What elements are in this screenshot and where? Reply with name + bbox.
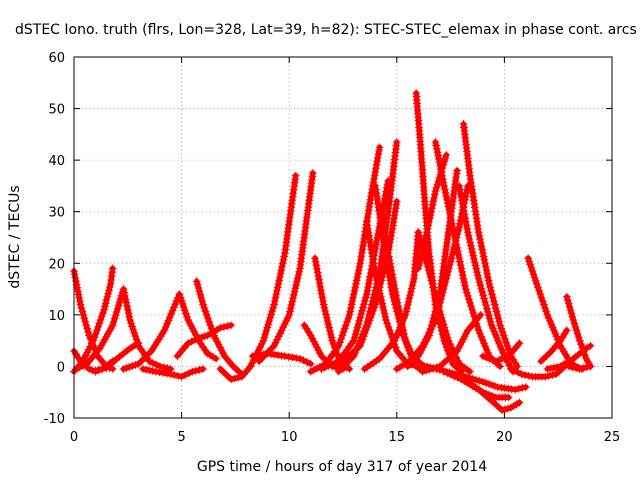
series-markers (446, 370, 513, 402)
y-tick-label: 10 (48, 309, 65, 324)
series-arc-42 (562, 292, 595, 371)
series-markers (360, 228, 423, 373)
y-tick-label: 40 (48, 154, 65, 169)
series-markers (119, 290, 184, 373)
y-axis-label: dSTEC / TECUs (7, 185, 23, 288)
series-markers (91, 339, 143, 375)
series-markers (192, 277, 246, 379)
x-tick-label: 0 (70, 430, 78, 445)
y-tick-label: 60 (48, 51, 65, 66)
x-tick-label: 5 (177, 430, 185, 445)
axis-ticks: 0 5 10 15 20 25 -10 0 10 20 30 40 50 60 (44, 51, 621, 445)
series-markers (543, 341, 595, 373)
x-axis-label: GPS time / hours of day 317 of year 2014 (197, 459, 487, 475)
series-arc-6 (91, 339, 143, 375)
series-arc-39 (506, 362, 569, 381)
series-arc-4 (72, 285, 128, 373)
data-series (70, 89, 595, 415)
series-markers (455, 181, 517, 376)
series-markers (248, 349, 315, 368)
series-markers (478, 339, 524, 366)
series-arc-37 (446, 370, 513, 402)
series-arc-12 (216, 362, 255, 384)
series-arc-43 (543, 341, 595, 373)
series-arc-13 (246, 171, 300, 371)
series-markers (565, 362, 595, 373)
x-tick-label: 20 (496, 430, 513, 445)
y-tick-label: -10 (44, 412, 65, 427)
series-markers (562, 292, 595, 371)
series-arc-9 (192, 277, 246, 379)
series-markers (459, 120, 522, 371)
series-markers (255, 169, 317, 366)
y-tick-label: 30 (48, 206, 65, 221)
x-tick-label: 15 (389, 430, 406, 445)
plot-frame (73, 56, 613, 419)
series-arc-10 (138, 365, 208, 381)
series-arc-41 (537, 326, 571, 366)
x-tick-label: 25 (604, 430, 621, 445)
series-markers (246, 171, 300, 371)
chart-title: dSTEC Iono. truth (flrs, Lon=328, Lat=39… (15, 22, 637, 38)
series-arc-38 (478, 339, 524, 366)
y-tick-label: 50 (48, 103, 65, 118)
y-tick-label: 0 (57, 360, 65, 375)
series-markers (414, 151, 451, 273)
series-markers (506, 362, 569, 381)
series-markers (216, 362, 255, 384)
series-markers (72, 285, 128, 373)
y-tick-label: 20 (48, 257, 65, 272)
series-markers (173, 321, 236, 361)
series-markers (537, 326, 571, 366)
series-arc-25 (360, 228, 423, 373)
series-arc-15 (248, 349, 315, 368)
x-tick-label: 10 (281, 430, 298, 445)
series-arc-7 (119, 290, 184, 373)
series-markers (138, 365, 208, 381)
series-arc-44 (565, 362, 595, 373)
series-arc-11 (173, 321, 236, 361)
